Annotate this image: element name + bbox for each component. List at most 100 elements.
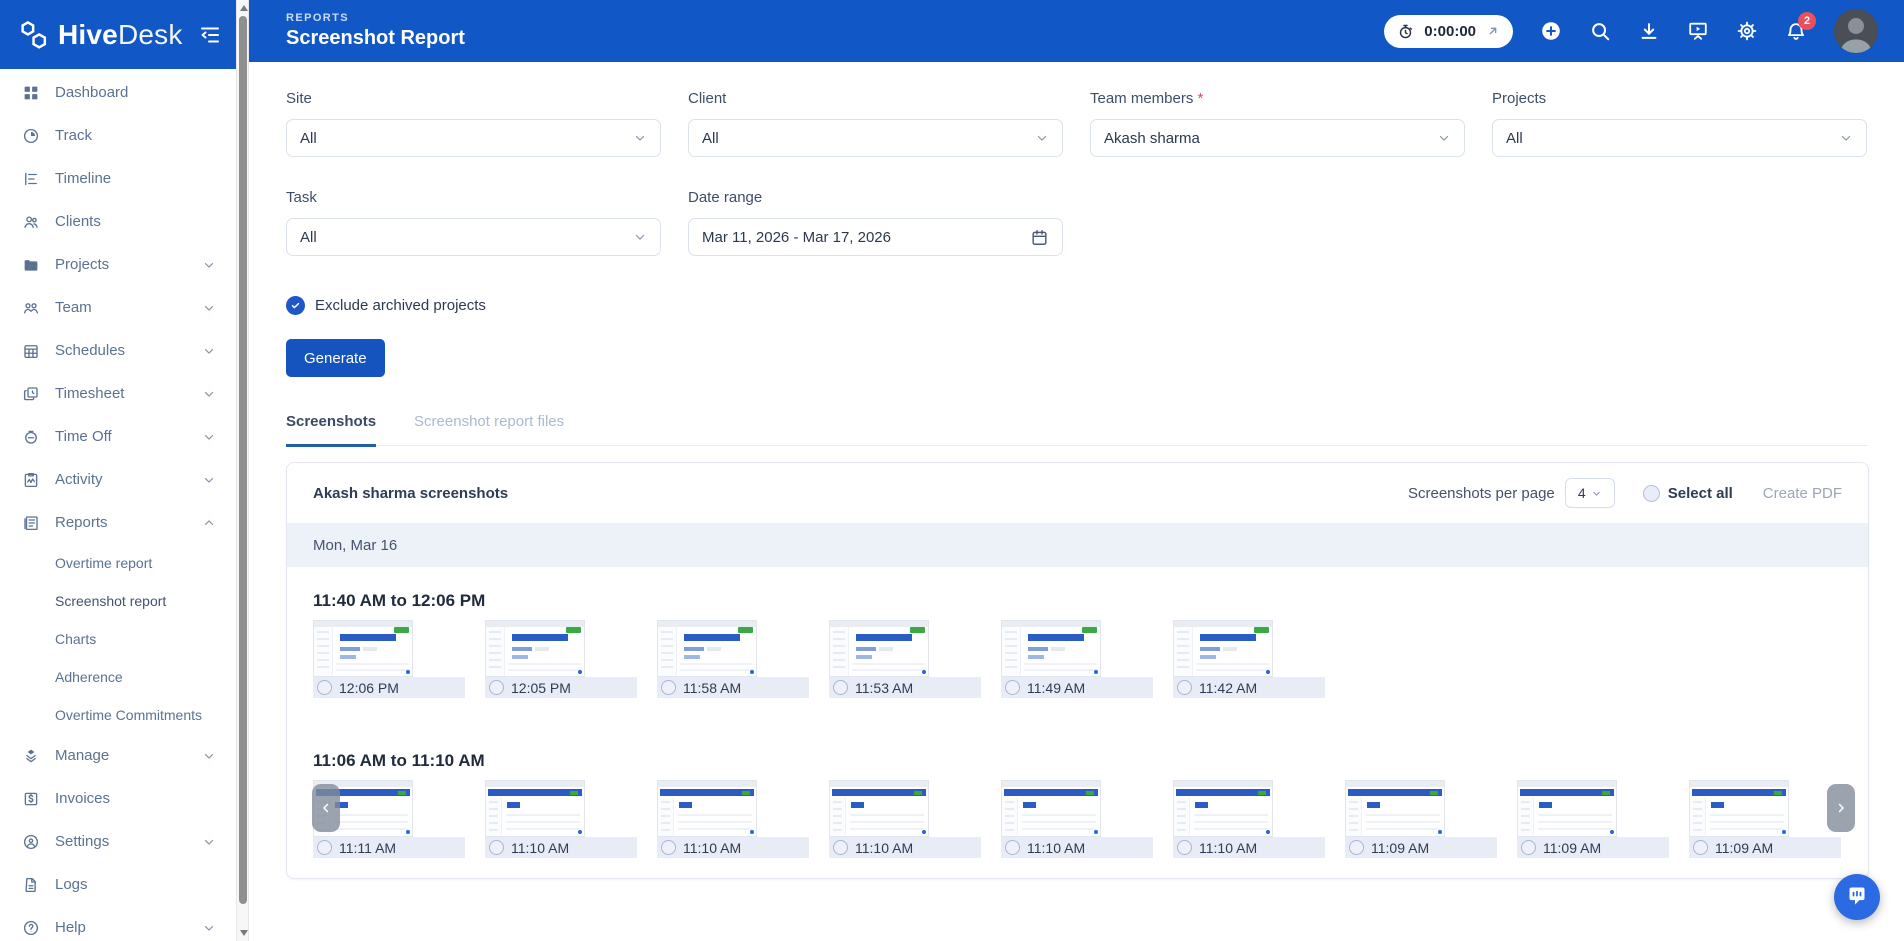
chat-launcher-icon[interactable] [1834, 874, 1880, 920]
screenshots-panel: Akash sharma screenshots Screenshots per… [286, 462, 1869, 879]
screenshot-checkbox[interactable] [489, 840, 504, 855]
projects-select[interactable]: All [1492, 119, 1867, 157]
select-all-checkbox[interactable] [1643, 485, 1660, 502]
sidebar-item-timeline[interactable]: Timeline [0, 157, 236, 200]
filter-task: Task All [286, 189, 661, 256]
screenshot-item: 11:10 AM [657, 780, 809, 858]
screenshot-checkbox[interactable] [1005, 840, 1020, 855]
filter-label: Site [286, 90, 661, 107]
sidebar-item-invoices[interactable]: Invoices [0, 777, 236, 820]
download-icon[interactable] [1638, 20, 1660, 42]
per-page-value: 4 [1578, 485, 1586, 501]
settings-gear-icon[interactable] [1736, 20, 1758, 42]
sidebar-item-dashboard[interactable]: Dashboard [0, 71, 236, 114]
sidebar-item-logs[interactable]: Logs [0, 863, 236, 906]
screenshot-checkbox[interactable] [833, 680, 848, 695]
tab-screenshots[interactable]: Screenshots [286, 413, 376, 447]
screenshot-thumbnail[interactable] [1345, 780, 1445, 837]
screenshot-item: 11:09 AM [1689, 780, 1841, 858]
screenshot-thumbnail[interactable] [485, 620, 585, 677]
sidebar-item-label: Manage [55, 747, 202, 764]
screenshot-thumbnail[interactable] [1689, 780, 1789, 837]
screenshot-caption: 11:10 AM [657, 837, 809, 858]
scrollbar-down-arrow[interactable] [240, 930, 248, 936]
screenshot-thumbnail[interactable] [1173, 620, 1273, 677]
sidebar-item-settings[interactable]: Settings [0, 820, 236, 863]
screenshot-thumbnail[interactable] [829, 780, 929, 837]
sidebar-item-manage[interactable]: Manage [0, 734, 236, 777]
date-range-date-input[interactable]: Mar 11, 2026 - Mar 17, 2026 [688, 218, 1063, 256]
screenshot-thumbnail[interactable] [657, 780, 757, 837]
carousel-prev-button[interactable] [312, 784, 340, 832]
sidebar-item-team[interactable]: Team [0, 286, 236, 329]
sidebar-item-help[interactable]: Help [0, 906, 236, 941]
calendar-icon [1030, 228, 1049, 247]
sidebar-subitem-screenshot-report[interactable]: Screenshot report [0, 582, 236, 620]
screenshot-thumbnail[interactable] [1517, 780, 1617, 837]
page-scrollbar[interactable] [236, 0, 249, 941]
per-page-label: Screenshots per page [1408, 485, 1555, 502]
scrollbar-thumb[interactable] [239, 16, 247, 904]
sidebar-item-schedules[interactable]: Schedules [0, 329, 236, 372]
sidebar-item-clients[interactable]: Clients [0, 200, 236, 243]
screenshot-checkbox[interactable] [661, 680, 676, 695]
screenshot-caption: 12:06 PM [313, 677, 465, 698]
sidebar-subitem-charts[interactable]: Charts [0, 620, 236, 658]
screenshot-checkbox[interactable] [1693, 840, 1708, 855]
screenshot-checkbox[interactable] [1177, 680, 1192, 695]
sidebar-item-activity[interactable]: Activity [0, 458, 236, 501]
sidebar-item-time-off[interactable]: Time Off [0, 415, 236, 458]
sidebar-subitem-overtime-report[interactable]: Overtime report [0, 544, 236, 582]
chevron-down-icon [1591, 488, 1602, 499]
select-all-control[interactable]: Select all [1643, 485, 1733, 502]
filter-label: Date range [688, 189, 1063, 206]
task-select[interactable]: All [286, 218, 661, 256]
client-select[interactable]: All [688, 119, 1063, 157]
screenshot-checkbox[interactable] [317, 840, 332, 855]
user-avatar[interactable] [1834, 9, 1878, 53]
activity-icon [22, 471, 40, 489]
timer-widget[interactable]: 0:00:00 [1384, 15, 1513, 48]
screenshot-thumbnail[interactable] [1001, 780, 1101, 837]
notifications-bell-icon[interactable]: 2 [1785, 20, 1807, 42]
sidebar-item-timesheet[interactable]: Timesheet [0, 372, 236, 415]
sidebar-item-reports[interactable]: Reports [0, 501, 236, 544]
screenshot-thumbnail[interactable] [1173, 780, 1273, 837]
team-members-select[interactable]: Akash sharma [1090, 119, 1465, 157]
screenshot-checkbox[interactable] [1177, 840, 1192, 855]
sidebar-subitem-overtime-commitments[interactable]: Overtime Commitments [0, 696, 236, 734]
tab-screenshot-report-files[interactable]: Screenshot report files [414, 413, 564, 445]
hivedesk-logo[interactable]: HiveDesk [18, 19, 183, 51]
generate-button[interactable]: Generate [286, 339, 385, 377]
scrollbar-up-arrow[interactable] [240, 5, 248, 11]
screenshot-checkbox[interactable] [833, 840, 848, 855]
screenshot-thumbnail[interactable] [657, 620, 757, 677]
screenshot-checkbox[interactable] [489, 680, 504, 695]
screenshot-thumbnail[interactable] [1001, 620, 1101, 677]
screenshot-checkbox[interactable] [1349, 840, 1364, 855]
screenshot-checkbox[interactable] [661, 840, 676, 855]
screen-share-icon[interactable] [1687, 20, 1709, 42]
brand-name-light: Desk [118, 19, 183, 50]
screenshot-checkbox[interactable] [1005, 680, 1020, 695]
exclude-archived-checkbox[interactable] [286, 296, 305, 315]
search-icon[interactable] [1589, 20, 1611, 42]
screenshot-checkbox[interactable] [1521, 840, 1536, 855]
per-page-select[interactable]: 4 [1565, 478, 1615, 508]
screenshot-item: 11:49 AM [1001, 620, 1153, 698]
screenshot-group: 11:06 AM to 11:10 AM 11:11 AM 11:10 AM 1… [313, 751, 1842, 858]
add-icon[interactable] [1540, 20, 1562, 42]
sidebar-item-track[interactable]: Track [0, 114, 236, 157]
carousel-next-button[interactable] [1827, 784, 1855, 832]
screenshot-thumbnail[interactable] [485, 780, 585, 837]
screenshot-thumbnail[interactable] [313, 620, 413, 677]
sidebar-collapse-icon[interactable] [198, 23, 222, 47]
screenshot-checkbox[interactable] [317, 680, 332, 695]
create-pdf-button[interactable]: Create PDF [1763, 485, 1842, 502]
sidebar-subitem-adherence[interactable]: Adherence [0, 658, 236, 696]
chevron-down-icon [202, 430, 216, 444]
chevron-down-icon [202, 387, 216, 401]
screenshot-thumbnail[interactable] [829, 620, 929, 677]
site-select[interactable]: All [286, 119, 661, 157]
sidebar-item-projects[interactable]: Projects [0, 243, 236, 286]
